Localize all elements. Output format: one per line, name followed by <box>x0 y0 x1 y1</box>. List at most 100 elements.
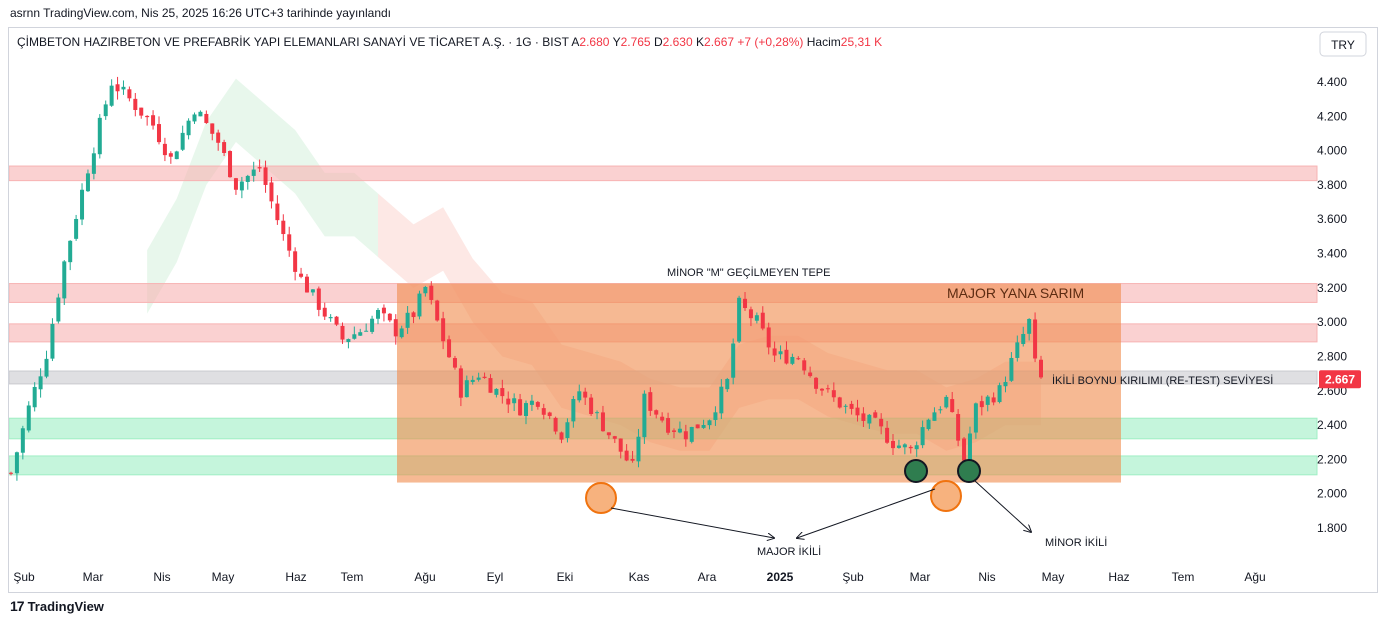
candle-body <box>648 392 653 411</box>
candle-body <box>778 351 783 355</box>
candle-body <box>790 356 795 364</box>
time-tick-label: Ağu <box>414 570 435 584</box>
candle-body <box>1033 319 1038 359</box>
candle-body <box>1027 318 1032 334</box>
candle-body <box>985 396 990 405</box>
candle-body <box>861 413 866 421</box>
annotation-minor-ikili: MİNOR İKİLİ <box>1045 536 1107 549</box>
candle-body <box>435 300 440 321</box>
last-price-label: 2.667 <box>1325 372 1355 386</box>
candle-body <box>891 440 896 449</box>
candle-body <box>612 436 617 439</box>
candle-body <box>973 403 978 433</box>
candle-body <box>725 379 730 390</box>
candle-body <box>606 432 611 436</box>
candle-body <box>9 472 13 474</box>
candle-body <box>666 418 671 433</box>
annotation-minor-m: MİNOR "M" GEÇİLMEYEN TEPE <box>667 266 830 279</box>
candle-body <box>26 405 31 431</box>
candle-body <box>405 312 410 328</box>
candle-body <box>423 286 428 294</box>
candle-body <box>547 412 552 417</box>
candle-body <box>370 318 375 332</box>
time-tick-label: 2025 <box>767 570 794 584</box>
candle-body <box>340 325 345 340</box>
candle-body <box>80 189 85 220</box>
candle-body <box>452 358 457 368</box>
candle-body <box>683 431 688 440</box>
candle-body <box>796 358 801 360</box>
candle-body <box>595 412 600 414</box>
candle-body <box>381 307 386 314</box>
candle-body <box>281 220 286 235</box>
candle-body <box>162 143 167 156</box>
last-price-badge <box>1319 370 1361 389</box>
candle-body <box>334 316 339 325</box>
candle-body <box>464 380 469 398</box>
candle-body <box>802 360 807 371</box>
candle-body <box>618 438 623 452</box>
price-tick-label: 3.400 <box>1317 247 1347 261</box>
candle-body <box>186 120 191 136</box>
candle-body <box>399 328 404 338</box>
candle-body <box>74 218 79 239</box>
time-axis[interactable]: Şub Mar Nis May Haz Tem Ağu Eyl Eki Kas Ara 2025 Şub… <box>13 570 1265 584</box>
candle-body <box>908 446 913 449</box>
price-axis[interactable]: 4.400 4.200 4.000 3.800 3.600 3.400 3.200 3.000… <box>1317 31 1367 535</box>
candle-body <box>849 403 854 409</box>
candle-body <box>299 273 304 277</box>
candle-body <box>956 414 961 441</box>
candle-body <box>245 175 250 182</box>
time-tick-label: Şub <box>13 570 35 584</box>
candle-body <box>417 293 422 317</box>
arrow-minor <box>974 480 1031 532</box>
candle-body <box>85 173 90 192</box>
price-tick-label: 1.800 <box>1317 521 1347 535</box>
candle-body <box>156 124 161 143</box>
candle-body <box>731 343 736 378</box>
candle-body <box>914 445 919 450</box>
candle-body <box>322 307 327 317</box>
candle-body <box>991 397 996 403</box>
candle-body <box>115 84 120 92</box>
candle-body <box>109 85 114 106</box>
candle-body <box>677 428 682 433</box>
candle-body <box>168 153 173 157</box>
candle-body <box>210 123 215 134</box>
candle-body <box>145 115 150 118</box>
footer[interactable]: 17 TradingView <box>10 598 104 614</box>
candle-body <box>310 289 315 293</box>
candle-body <box>808 372 813 377</box>
candle-body <box>233 178 238 190</box>
ichimoku-green <box>147 78 379 314</box>
candle-body <box>1009 357 1014 381</box>
candle-body <box>174 151 179 160</box>
candle-body <box>32 386 37 408</box>
annotation-neckline: İKİLİ BOYNU KIRILIMI (RE-TEST) SEVİYESİ <box>1052 374 1273 387</box>
candle-body <box>642 393 647 438</box>
candle-body <box>293 251 298 272</box>
candle-body <box>719 386 724 414</box>
time-tick-label: Haz <box>1108 570 1129 584</box>
price-chart[interactable]: MİNOR "M" GEÇİLMEYEN TEPE MAJOR YANA SARI… <box>9 28 1377 592</box>
candle-body <box>950 399 955 413</box>
candle-body <box>695 424 700 429</box>
candle-body <box>524 403 528 417</box>
price-tick-label: 4.000 <box>1317 144 1347 158</box>
time-tick-label: Ara <box>698 570 717 584</box>
time-tick-label: Kas <box>629 570 650 584</box>
time-tick-label: Eyl <box>487 570 504 584</box>
footer-brand: TradingView <box>27 598 104 614</box>
candle-body <box>843 405 848 407</box>
candle-body <box>559 432 564 440</box>
price-tick-label: 3.000 <box>1317 315 1347 329</box>
price-tick-label: 2.200 <box>1317 452 1347 466</box>
candle-body <box>920 427 925 446</box>
publish-info: asrnn TradingView.com, Nis 25, 2025 16:2… <box>10 6 391 20</box>
legend-line: ÇİMBETON HAZIRBETON VE PREFABRİK YAPI EL… <box>17 35 882 49</box>
candle-body <box>689 426 694 442</box>
candle-body <box>624 450 629 461</box>
time-tick-label: Tem <box>1172 570 1195 584</box>
time-tick-label: Ağu <box>1244 570 1265 584</box>
candle-body <box>535 402 540 407</box>
